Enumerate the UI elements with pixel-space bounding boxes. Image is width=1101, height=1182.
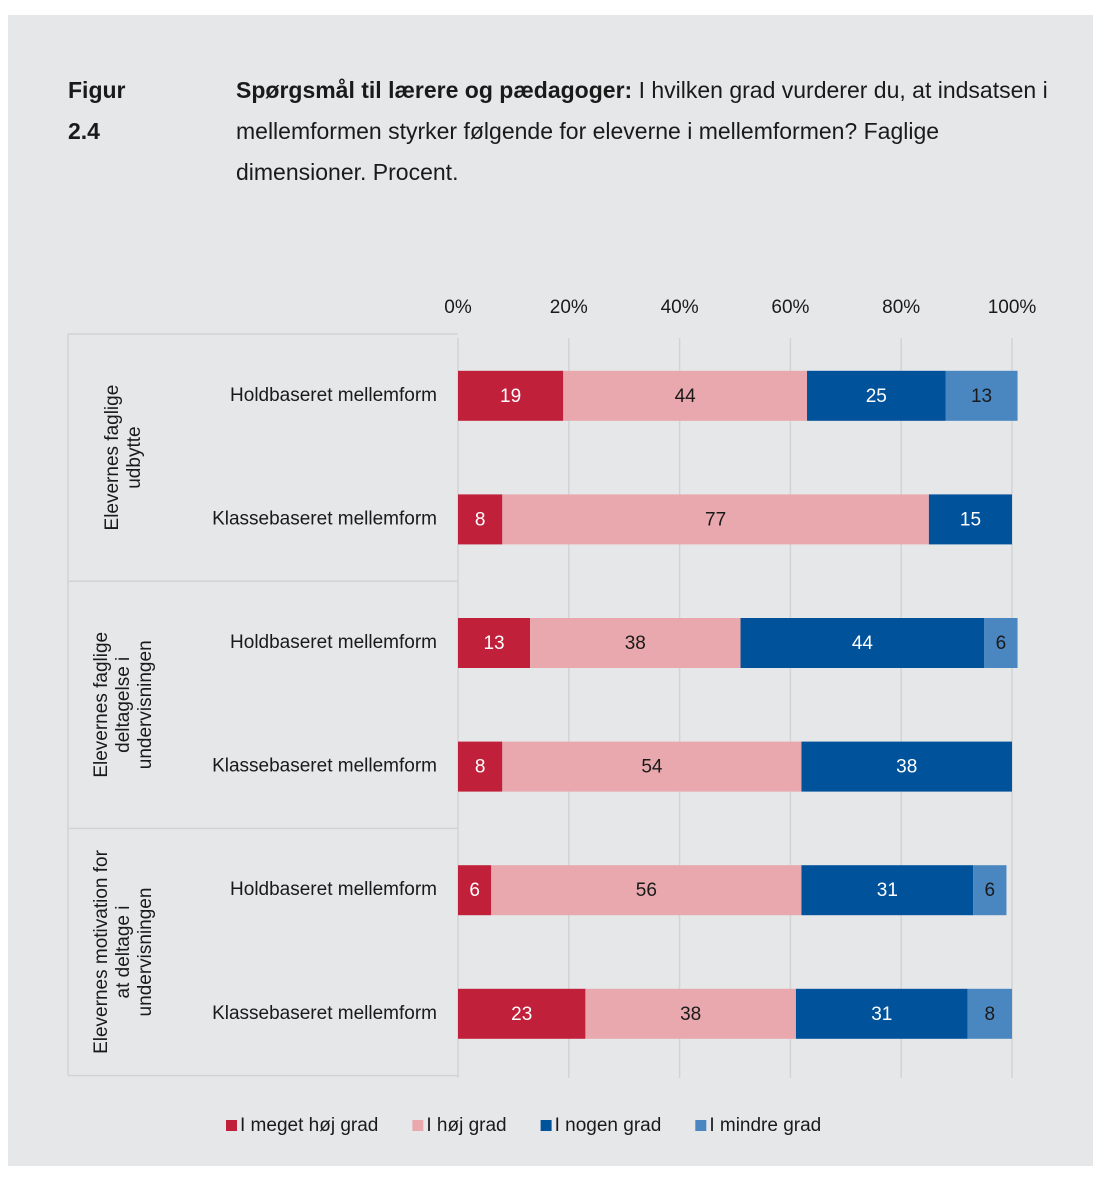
legend-label: I nogen grad: [555, 1115, 662, 1136]
bar-segment: [973, 865, 1007, 916]
bar-segment: [801, 741, 1012, 792]
data-label: 6: [985, 880, 996, 901]
bar-segment: [458, 741, 503, 792]
data-label: 56: [636, 880, 657, 901]
x-tick-label: 100%: [988, 297, 1037, 318]
data-label: 8: [475, 509, 486, 530]
data-label: 54: [641, 757, 663, 778]
bar-segment: [928, 494, 1012, 545]
bar-segment: [502, 494, 929, 545]
bar-segment: [585, 988, 796, 1039]
x-tick-label: 20%: [550, 297, 588, 318]
group-label-line: Elevernes faglige: [91, 632, 112, 778]
x-tick-label: 80%: [882, 297, 920, 318]
group-label-line: Elevernes faglige: [102, 385, 123, 531]
legend-swatch: [540, 1120, 552, 1131]
data-label: 15: [960, 509, 981, 530]
bar-segment: [491, 865, 802, 916]
legend-swatch: [226, 1120, 237, 1131]
bar-segment: [458, 865, 492, 916]
y-tick-label: Klassebaseret mellemform: [212, 1003, 437, 1024]
bar-segment: [967, 988, 1012, 1039]
bar-segment: [458, 988, 586, 1039]
data-label: 44: [675, 386, 697, 407]
data-label: 77: [705, 509, 726, 530]
bar-segment: [458, 370, 564, 421]
data-label: 8: [475, 757, 486, 778]
group-label-line: undervisningen: [135, 888, 156, 1017]
data-label: 38: [896, 757, 917, 778]
x-tick-label: 40%: [661, 297, 699, 318]
legend-swatch: [695, 1120, 707, 1131]
y-tick-label: Holdbaseret mellemform: [230, 385, 437, 406]
title-bold: Spørgsmål til lærere og pædagoger:: [236, 77, 633, 103]
group-label: Elevernes fagligedeltagelse iundervisnin…: [91, 632, 156, 778]
y-tick-label: Klassebaseret mellemform: [212, 508, 437, 529]
bar-segment: [801, 865, 974, 916]
data-label: 31: [877, 880, 898, 901]
bar-segment: [458, 618, 531, 668]
data-label: 44: [852, 633, 874, 654]
bar-segment: [458, 494, 503, 545]
group-label-line: udbytte: [124, 426, 145, 488]
group-label-line: undervisningen: [135, 640, 156, 769]
data-label: 23: [511, 1004, 532, 1025]
bar-segment: [740, 618, 985, 668]
legend-label: I høj grad: [426, 1115, 506, 1136]
data-label: 19: [500, 386, 521, 407]
legend-label: I mindre grad: [709, 1115, 821, 1136]
title-text: Spørgsmål til lærere og pædagoger: I hvi…: [236, 70, 1066, 193]
bar-segment: [795, 988, 968, 1039]
bar-segment: [563, 370, 808, 421]
group-label-line: deltagelse i: [113, 657, 134, 753]
bar-segment: [807, 370, 946, 421]
bar-segment: [502, 741, 802, 792]
x-tick-label: 60%: [771, 297, 809, 318]
data-label: 13: [483, 633, 504, 654]
data-label: 6: [469, 880, 480, 901]
data-label: 38: [625, 633, 646, 654]
legend-label: I meget høj grad: [240, 1115, 378, 1136]
data-label: 25: [866, 386, 887, 407]
panel: [8, 15, 1093, 1166]
legend-swatch: [412, 1120, 424, 1131]
group-label-line: Elevernes motivation for: [91, 849, 112, 1053]
data-label: 38: [680, 1004, 701, 1025]
data-label: 8: [985, 1004, 996, 1025]
bar-segment: [945, 370, 1018, 421]
y-tick-label: Klassebaseret mellemform: [212, 756, 437, 777]
bar-segment: [530, 618, 741, 668]
data-label: 6: [996, 633, 1007, 654]
group-label: Elevernes motivation forat deltage iunde…: [91, 849, 156, 1053]
x-tick-label: 0%: [444, 297, 472, 318]
y-tick-label: Holdbaseret mellemform: [230, 879, 437, 900]
y-tick-label: Holdbaseret mellemform: [230, 632, 437, 653]
figure-label: Figur 2.4: [68, 77, 126, 144]
group-label-line: at deltage i: [113, 906, 134, 999]
data-label: 13: [971, 386, 992, 407]
bar-segment: [984, 618, 1018, 668]
group-label: Elevernes fagligeudbytte: [102, 385, 145, 531]
data-label: 31: [871, 1004, 892, 1025]
title: I hvilken grad vurderer du, at indsatsen…: [236, 77, 1048, 185]
